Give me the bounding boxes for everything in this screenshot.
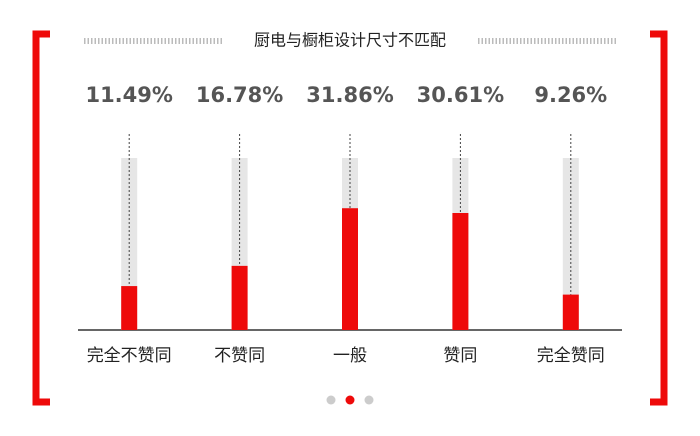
bar [452, 213, 469, 330]
value-label: 16.78% [196, 83, 283, 107]
value-label: 11.49% [85, 83, 172, 107]
x-tick-label: 完全赞同 [537, 346, 605, 366]
page-dot[interactable] [326, 395, 336, 405]
chart-title: 厨电与橱柜设计尺寸不匹配 [254, 31, 446, 50]
page-dot-active[interactable] [345, 395, 355, 405]
x-tick-label: 赞同 [443, 346, 477, 366]
right-bracket [650, 30, 668, 406]
bar [121, 286, 138, 330]
value-label: 9.26% [534, 83, 607, 107]
value-label: 31.86% [306, 83, 393, 107]
value-label: 30.61% [417, 83, 504, 107]
bar [231, 265, 248, 330]
x-tick-label: 完全不赞同 [87, 346, 172, 366]
bar [562, 294, 579, 330]
page-dot[interactable] [364, 395, 374, 405]
bar [342, 208, 358, 330]
left-bracket [32, 30, 50, 406]
x-tick-label: 不赞同 [214, 346, 265, 366]
x-tick-label: 一般 [333, 346, 367, 366]
